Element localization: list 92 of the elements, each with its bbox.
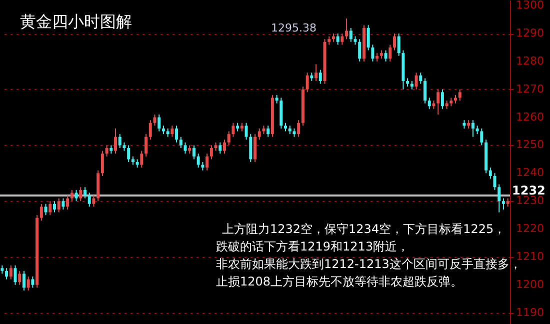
candlestick [179, 136, 182, 149]
candlestick [206, 153, 209, 171]
candlestick [84, 186, 86, 199]
y-tick-label: 1280 [516, 54, 544, 68]
candlestick [244, 122, 248, 140]
candlestick [192, 144, 196, 160]
y-tick-label: 1250 [516, 138, 544, 152]
candlestick [306, 72, 309, 93]
y-tick-label: 1210 [516, 250, 544, 263]
candlestick [314, 64, 318, 82]
candlestick [266, 125, 270, 138]
candlestick [170, 125, 174, 138]
candlestick [345, 18, 348, 40]
annotation: 止损1208上方目标先不放等待非农超跌反弹。 [216, 274, 463, 288]
y-tick-label: 1270 [516, 82, 544, 96]
candlestick [184, 142, 187, 154]
y-tick-label: 1290 [516, 26, 544, 40]
candlestick [428, 97, 431, 110]
candlestick [340, 33, 344, 46]
y-tick-label: 1220 [516, 222, 544, 236]
candlestick [144, 134, 148, 157]
candlestick [502, 198, 505, 210]
candlestick [70, 189, 74, 202]
candlestick [297, 120, 300, 138]
candlestick [480, 128, 484, 146]
annotation: 1295.38 [271, 21, 317, 34]
candlestick [62, 198, 65, 210]
candlestick [79, 186, 82, 202]
candlestick [148, 120, 152, 140]
candlestick [498, 184, 501, 213]
text: 黄金四小时图解 [20, 12, 132, 31]
candlestick [158, 114, 161, 132]
candlestick [258, 128, 261, 140]
candlestick [114, 128, 118, 154]
y-tick-label: 1260 [516, 110, 544, 124]
candlestick [57, 198, 60, 213]
candlestick [153, 114, 156, 126]
candlestick [397, 33, 400, 56]
candlestick [392, 33, 396, 51]
y-tick-label: 1190 [516, 306, 544, 319]
candlestick [18, 270, 22, 286]
candlestick [66, 195, 70, 210]
candlestick [118, 134, 122, 149]
candlestick [40, 203, 43, 222]
candlestick [9, 264, 12, 280]
candlestick [419, 72, 422, 84]
candlestick [210, 144, 213, 160]
candlestick [232, 122, 235, 138]
candlestick [488, 167, 492, 180]
candlestick [92, 195, 96, 208]
candlestick [222, 139, 226, 154]
candlestick [88, 192, 91, 208]
candlestick [318, 69, 322, 84]
y-tick-label: 1230 [516, 194, 544, 208]
candlestick [414, 72, 418, 90]
candlestick [105, 144, 108, 157]
candlestick [358, 38, 362, 62]
candlestick [44, 203, 48, 216]
candlestick [471, 120, 474, 138]
candlestick [436, 88, 440, 116]
candlestick [218, 142, 222, 154]
candlestick [74, 189, 78, 202]
candlestick [227, 130, 230, 146]
candlestick [175, 125, 178, 143]
candlestick [249, 134, 252, 162]
candlestick [5, 268, 8, 280]
candlestick [196, 153, 200, 168]
candlestick [48, 200, 52, 216]
candlestick [371, 44, 374, 62]
candlestick [52, 200, 56, 213]
candlestick [493, 172, 496, 190]
candlestick [127, 144, 130, 162]
candlestick [26, 276, 30, 291]
candlestick [424, 78, 426, 104]
candlestick [22, 270, 26, 291]
candlestick [349, 27, 352, 42]
y-tick-label: 1240 [516, 166, 544, 180]
candlestick [31, 276, 34, 288]
candlestick [100, 150, 104, 176]
candlestick [440, 88, 444, 110]
candlestick [384, 50, 388, 62]
candlestick [366, 24, 370, 51]
candlestick [254, 134, 256, 162]
y-tick-label: 1300 [516, 0, 544, 12]
annotation: 跌破的话下方看1219和1213附近， [216, 240, 410, 254]
candlestick [14, 264, 17, 286]
annotation: 上方阻力1232空，保守1234空，下方目标看1225， [222, 222, 506, 236]
candlestick [458, 88, 462, 102]
candlestick [336, 33, 340, 46]
y-tick-label: 1200 [516, 278, 544, 291]
candlestick [388, 44, 392, 62]
candlestick [140, 150, 144, 168]
